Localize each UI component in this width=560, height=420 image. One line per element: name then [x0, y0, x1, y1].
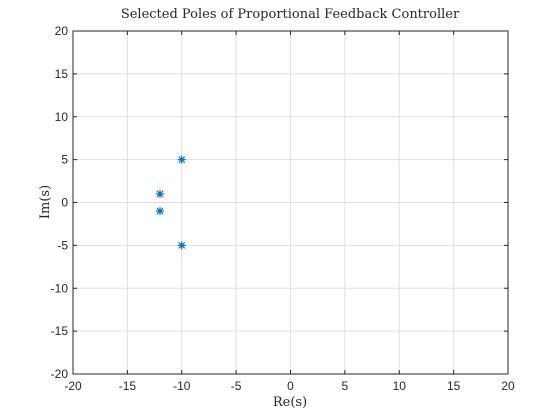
- y-tick-label: -5: [57, 238, 68, 252]
- x-tick-label: -5: [231, 379, 242, 393]
- pole-marker: [156, 189, 164, 198]
- x-tick-label: -10: [173, 379, 191, 393]
- grid: [72, 30, 509, 375]
- x-tick-label: -15: [119, 379, 137, 393]
- pole-marker: [177, 155, 186, 164]
- pole-marker: [177, 241, 186, 250]
- pole-marker: [156, 207, 164, 216]
- x-tick-label: 0: [287, 379, 294, 393]
- y-tick-label: 10: [55, 110, 69, 124]
- chart-title: Selected Poles of Proportional Feedback …: [120, 7, 460, 22]
- y-tick-label: 20: [55, 24, 69, 38]
- y-tick-label: -15: [51, 324, 69, 338]
- ticks: -20 -15 -10 -5 0 5 10 15 20 -20 -15 -10 -5 0 5 10 15 20: [51, 24, 515, 393]
- y-tick-label: 15: [55, 67, 69, 81]
- x-tick-label: 5: [342, 379, 349, 393]
- y-tick-label: 5: [61, 153, 68, 167]
- x-tick-label: 20: [501, 379, 515, 393]
- y-tick-label: -10: [51, 281, 69, 295]
- y-tick-label: 0: [61, 196, 68, 210]
- data-points: [156, 155, 186, 250]
- y-tick-label: -20: [51, 367, 69, 381]
- x-tick-label: -20: [64, 379, 82, 393]
- x-tick-label: 15: [447, 379, 461, 393]
- y-axis-label: Im(s): [38, 184, 53, 220]
- x-tick-label: 10: [393, 379, 407, 393]
- x-axis-label: Re(s): [272, 395, 308, 410]
